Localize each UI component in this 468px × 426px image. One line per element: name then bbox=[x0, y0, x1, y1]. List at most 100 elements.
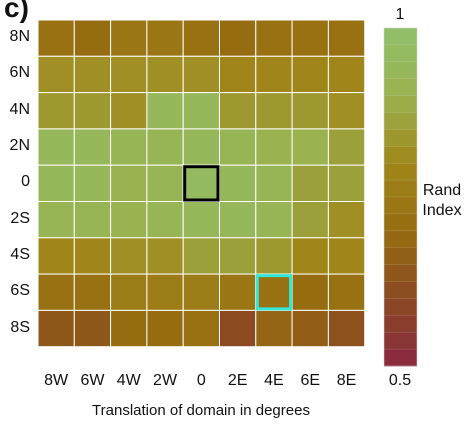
heatmap-cell bbox=[219, 19, 257, 57]
heatmap-cell bbox=[73, 92, 112, 130]
panel-label: c) bbox=[4, 0, 29, 23]
colorbar-segment bbox=[383, 179, 418, 198]
heatmap-cell bbox=[37, 92, 75, 130]
heatmap-cell bbox=[255, 237, 293, 275]
colorbar-segment bbox=[383, 78, 418, 97]
heatmap-cell bbox=[219, 273, 257, 311]
heatmap-cell bbox=[327, 309, 366, 348]
heatmap-cell bbox=[182, 92, 220, 130]
heatmap-cell bbox=[37, 164, 75, 202]
heatmap-cell bbox=[110, 309, 148, 348]
heatmap-cell bbox=[291, 201, 329, 239]
heatmap-cell bbox=[37, 237, 75, 275]
heatmap-cell bbox=[146, 55, 184, 94]
heatmap-cell bbox=[146, 92, 184, 130]
heatmap-cell bbox=[291, 309, 329, 348]
heatmap-cell bbox=[73, 164, 112, 202]
heatmap-cell bbox=[146, 128, 184, 166]
heatmap-cell bbox=[327, 19, 366, 57]
heatmap-cell bbox=[219, 55, 257, 94]
heatmap-cell bbox=[255, 128, 293, 166]
heatmap-cell bbox=[291, 128, 329, 166]
x-tick-label: 2E bbox=[227, 372, 248, 389]
heatmap-cell bbox=[291, 55, 329, 94]
heatmap-cell bbox=[219, 164, 257, 202]
x-tick-label: 8W bbox=[44, 372, 69, 389]
colorbar-segment bbox=[383, 348, 418, 367]
heatmap-cell bbox=[255, 201, 293, 239]
heatmap-cell bbox=[255, 92, 293, 130]
heatmap-cell bbox=[37, 273, 75, 311]
x-tick-label: 2W bbox=[153, 372, 178, 389]
heatmap-cell bbox=[182, 19, 220, 57]
y-tick-label: 4N bbox=[9, 100, 30, 118]
colorbar-segment bbox=[383, 61, 418, 80]
heatmap-cell bbox=[73, 309, 112, 348]
colorbar-min-label: 0.5 bbox=[388, 372, 412, 389]
highlight-box bbox=[255, 274, 293, 311]
heatmap-cell bbox=[219, 92, 257, 130]
colorbar-segment bbox=[383, 146, 418, 164]
y-tick-label: 0 bbox=[21, 173, 30, 191]
heatmap-cell bbox=[73, 128, 112, 166]
heatmap-cell bbox=[146, 19, 184, 57]
heatmap-cell bbox=[182, 164, 220, 202]
heatmap-cell bbox=[182, 237, 220, 275]
heatmap-cell bbox=[146, 201, 184, 239]
heatmap-cell bbox=[219, 128, 257, 166]
colorbar-segment bbox=[383, 213, 418, 232]
heatmap-cell bbox=[327, 201, 366, 239]
y-tick-label: 8N bbox=[9, 28, 30, 46]
heatmap-cell bbox=[110, 19, 148, 57]
colorbar-segment bbox=[383, 27, 418, 46]
colorbar-segment bbox=[383, 315, 418, 333]
heatmap-cell bbox=[327, 92, 366, 130]
x-tick-label: 6E bbox=[300, 372, 321, 389]
y-tick-label: 8S bbox=[10, 318, 30, 336]
colorbar-segment bbox=[383, 281, 418, 300]
heatmap-cell bbox=[255, 309, 293, 348]
y-tick-label: 2N bbox=[9, 137, 30, 155]
colorbar-label-line1: Rand bbox=[422, 182, 462, 199]
colorbar-segment bbox=[383, 196, 418, 215]
x-axis-label: Translation of domain in degrees bbox=[92, 402, 310, 419]
heatmap-cell bbox=[37, 309, 75, 348]
heatmap-cell bbox=[110, 55, 148, 94]
y-tick-label: 4S bbox=[10, 245, 30, 263]
x-tick-label: 4E bbox=[264, 372, 284, 389]
heatmap-cell bbox=[291, 237, 329, 275]
colorbar-segment bbox=[383, 162, 418, 181]
highlight-box bbox=[183, 165, 220, 202]
heatmap-cell bbox=[327, 237, 366, 275]
heatmap-cell bbox=[37, 19, 75, 57]
heatmap-cell bbox=[146, 237, 184, 275]
heatmap-cell bbox=[182, 201, 220, 239]
heatmap-cell bbox=[73, 55, 112, 94]
x-tick-label: 8E bbox=[336, 372, 357, 389]
heatmap-cell bbox=[182, 128, 220, 166]
heatmap-cell bbox=[182, 273, 220, 311]
heatmap-cell bbox=[291, 19, 329, 57]
y-tick-label: 2S bbox=[10, 209, 30, 227]
heatmap-cell bbox=[73, 273, 112, 311]
heatmap-cell bbox=[146, 309, 184, 348]
heatmap-cell bbox=[110, 128, 148, 166]
colorbar-frame bbox=[383, 27, 418, 367]
y-tick-label: 6N bbox=[9, 64, 30, 82]
heatmap-cell bbox=[255, 164, 293, 202]
heatmap-cell bbox=[291, 164, 329, 202]
heatmap-cell bbox=[327, 55, 366, 94]
heatmap-cell bbox=[73, 19, 112, 57]
heatmap-cell bbox=[73, 237, 112, 275]
heatmap-cell bbox=[219, 237, 257, 275]
heatmap-cell bbox=[255, 55, 293, 94]
heatmap-cell bbox=[73, 201, 112, 239]
heatmap-cell bbox=[37, 128, 75, 166]
colorbar-segment bbox=[383, 264, 418, 283]
colorbar-segment bbox=[383, 44, 418, 63]
heatmap-cell bbox=[146, 164, 184, 202]
heatmap-cell bbox=[255, 19, 293, 57]
heatmap-cell bbox=[110, 201, 148, 239]
colorbar-segment bbox=[383, 298, 418, 317]
